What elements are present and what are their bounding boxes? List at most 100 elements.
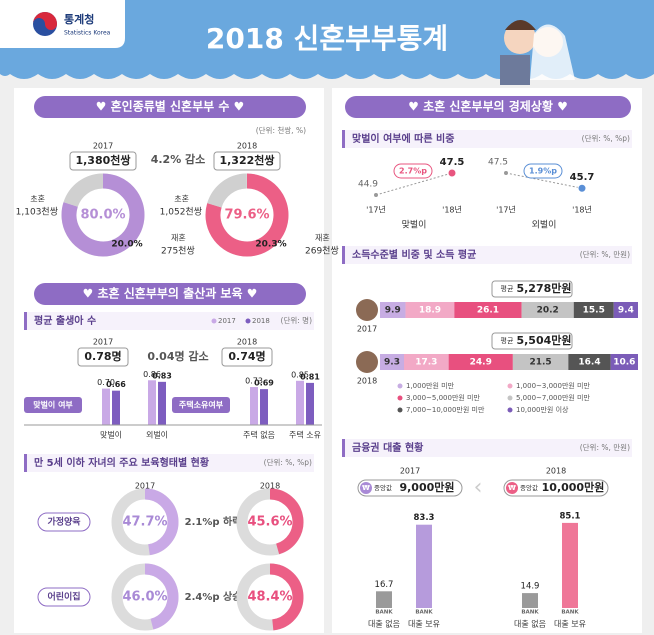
remarry-value: 269천쌍	[305, 246, 339, 257]
bar	[522, 593, 538, 608]
stack-segment	[448, 354, 513, 370]
segment-value: 24.9	[470, 358, 492, 368]
bar	[102, 388, 110, 425]
donut-arc	[63, 173, 104, 208]
row-label-box	[37, 512, 91, 532]
bar-value: 0.86	[143, 370, 161, 379]
change-text: 2.1%p 하락	[185, 515, 243, 528]
first-value: 1,103천쌍	[16, 207, 58, 218]
subheader-title: 금융권 대출 현황	[352, 441, 424, 454]
subheader-bar	[24, 312, 27, 330]
donut-arc	[144, 563, 179, 630]
segment-value: 18.9	[419, 306, 441, 316]
bar	[250, 387, 258, 425]
legend-label: 2017	[218, 317, 236, 325]
header-band	[0, 0, 654, 79]
category-label: 대출 보유	[554, 619, 586, 629]
change-bubble-text: 1.9%p	[529, 167, 557, 176]
bar	[260, 389, 268, 425]
median-label: 중앙값	[374, 484, 392, 492]
point-value: 47.5	[488, 158, 508, 168]
category-label: 맞벌이	[100, 430, 122, 440]
bar	[148, 380, 156, 425]
x-label: '17년	[496, 205, 516, 215]
point	[503, 170, 509, 176]
change-text: 4.2% 감소	[151, 152, 206, 166]
avg-box	[491, 280, 573, 298]
bank-icon: BANK	[521, 610, 539, 616]
logo-subtext: Statistics Korea	[64, 30, 111, 37]
avg-label: 평균	[501, 336, 514, 345]
category-label: 주택 소유	[289, 430, 321, 440]
section-title: ♥ 혼인종류별 신혼부부 수 ♥	[96, 99, 245, 114]
bank-icon: BANK	[561, 610, 579, 616]
donut-value-small: 20.0%	[111, 240, 142, 250]
unit-note: (단위: %, 만원)	[580, 442, 630, 452]
money-bag	[356, 351, 378, 373]
series-name: 맞벌이	[402, 219, 427, 231]
subheader-title: 맞벌이 여부에 따른 비중	[352, 132, 454, 145]
first-label: 초혼	[174, 194, 189, 204]
avg-box	[491, 332, 573, 350]
bar-value: 0.85	[291, 370, 309, 379]
row-label: 가정양육	[47, 516, 80, 528]
stack-segment	[512, 354, 569, 370]
section-title: ♥ 초혼 신혼부부의 경제상황 ♥	[408, 99, 568, 114]
couple-illustration	[500, 20, 575, 85]
median-label: 중앙값	[520, 484, 538, 492]
segment-value: 26.1	[477, 306, 499, 316]
stack-segment	[521, 302, 574, 318]
donut-arc	[269, 488, 304, 555]
value-box	[77, 347, 129, 367]
legend-label: 5,000~7,000만원 미만	[516, 393, 590, 402]
change-text: 0.04명 감소	[147, 349, 208, 363]
trend-line	[375, 172, 453, 196]
avg-label: 평균	[501, 284, 514, 293]
group-label: 주택소유여부	[179, 400, 224, 410]
legend-label: 10,000만원 이상	[516, 405, 569, 414]
change-bubble-text: 2.7%p	[399, 167, 427, 176]
value-box-text: 1,380천쌍	[75, 153, 130, 167]
bar	[562, 522, 578, 608]
segment-value: 20.2	[537, 306, 559, 316]
subheader-bar	[342, 130, 345, 148]
currency-badge	[506, 482, 518, 494]
donut-value: 80.0%	[80, 208, 125, 223]
bar	[296, 380, 304, 425]
unit-note: (단위: %, %p)	[582, 133, 630, 143]
segment-value: 21.5	[529, 358, 551, 368]
subheader-box	[24, 454, 314, 472]
donut-value: 46.0%	[122, 590, 167, 605]
group-label-box	[24, 397, 82, 413]
currency: ₩	[508, 484, 516, 492]
currency: ₩	[362, 484, 370, 492]
first-label: 초혼	[30, 194, 45, 204]
legend-dot	[507, 383, 513, 389]
legend-dot	[397, 407, 403, 413]
change-bubble	[523, 163, 563, 179]
point-value: 44.9	[358, 180, 378, 190]
bar-value: 0.83	[152, 371, 172, 380]
donut-arc	[61, 173, 145, 257]
legend-label: 7,000~10,000만원 미만	[406, 405, 485, 414]
median-value: 9,000만원	[399, 480, 454, 494]
section-header	[34, 283, 306, 305]
x-label: '18년	[572, 205, 592, 215]
subheader-title: 평균 출생아 수	[34, 314, 96, 327]
unit-note: (단위: %, 만원)	[580, 249, 630, 259]
segment-value: 10.6	[613, 358, 635, 368]
stack-segment	[613, 302, 638, 318]
year-label: 2018	[546, 467, 566, 476]
unit-note: (단위: 명)	[281, 315, 313, 325]
legend-dot	[507, 407, 513, 413]
segment-value: 17.3	[415, 358, 437, 368]
change-text: 2.4%p 상승	[185, 590, 242, 603]
first-value: 1,052천쌍	[160, 207, 202, 218]
bar-value: 0.66	[106, 380, 126, 389]
remarry-label: 재혼	[171, 233, 186, 243]
segment-value: 9.9	[385, 306, 401, 316]
value-box	[221, 347, 273, 367]
bar	[416, 524, 432, 608]
